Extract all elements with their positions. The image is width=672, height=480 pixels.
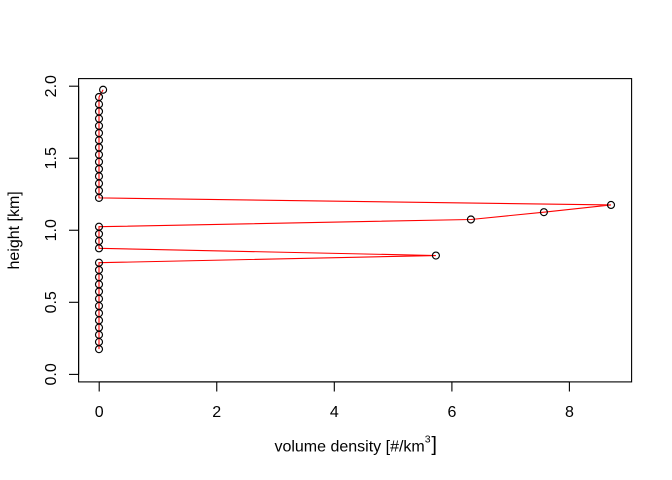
svg-text:4: 4 xyxy=(330,404,339,421)
svg-text:2: 2 xyxy=(212,404,221,421)
svg-text:1.0: 1.0 xyxy=(43,219,60,241)
svg-text:0: 0 xyxy=(95,404,104,421)
svg-text:6: 6 xyxy=(447,404,456,421)
svg-text:2.0: 2.0 xyxy=(43,75,60,97)
svg-text:height [km]: height [km] xyxy=(6,191,23,269)
svg-text:0.0: 0.0 xyxy=(43,363,60,385)
svg-text:8: 8 xyxy=(565,404,574,421)
svg-text:0.5: 0.5 xyxy=(43,291,60,313)
svg-text:volume density [#/km3]: volume density [#/km3] xyxy=(274,434,436,456)
svg-text:1.5: 1.5 xyxy=(43,147,60,169)
